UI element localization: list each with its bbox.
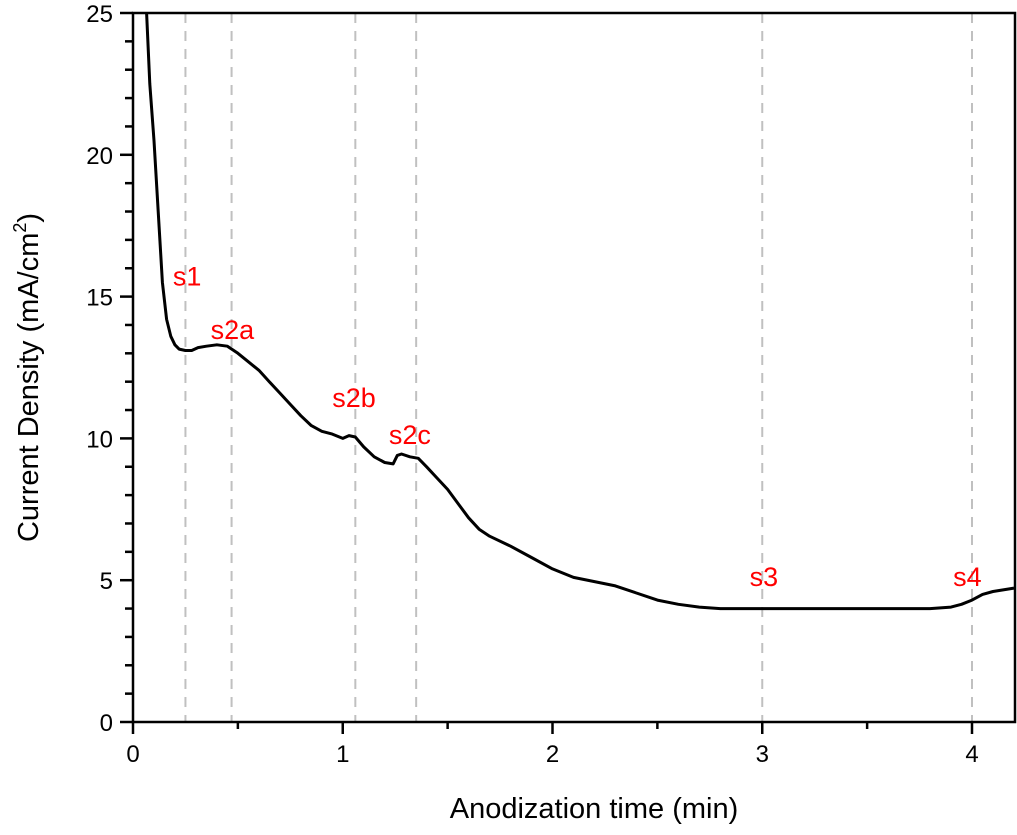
x-tick-label: 1 xyxy=(336,741,349,768)
plot-frame xyxy=(131,11,1017,724)
y-axis-ticks: 0 5 10 15 20 25 xyxy=(86,1,133,737)
y-axis-title-main: Current Density (mA/cm xyxy=(13,233,45,542)
x-tick-label: 2 xyxy=(546,741,559,768)
reference-dashed-lines xyxy=(184,13,973,722)
x-axis-ticks: 0 1 2 3 4 xyxy=(126,722,979,768)
y-axis-title-superscript: 2 xyxy=(10,223,30,233)
y-tick-label: 20 xyxy=(86,143,113,170)
annotation-s2b: s2b xyxy=(332,383,376,413)
y-axis-title-close: ) xyxy=(13,213,45,223)
current-density-curve xyxy=(145,12,1015,611)
y-tick-label: 10 xyxy=(86,426,113,453)
annotation-s4: s4 xyxy=(953,562,982,592)
x-tick-label: 3 xyxy=(756,741,769,768)
x-axis-title: Anodization time (min) xyxy=(450,793,739,825)
annotation-s2c: s2c xyxy=(389,420,431,450)
stage-annotations: s1 s2a s2b s2c s3 s4 xyxy=(173,261,982,592)
x-tick-label: 0 xyxy=(126,741,139,768)
y-tick-label: 15 xyxy=(86,285,113,312)
y-tick-label: 25 xyxy=(86,1,113,28)
y-tick-label: 5 xyxy=(100,568,113,595)
y-tick-label: 0 xyxy=(100,710,113,737)
x-tick-label: 4 xyxy=(965,741,978,768)
annotation-s3: s3 xyxy=(750,562,779,592)
y-axis-title: Current Density (mA/cm2) xyxy=(10,213,45,542)
annotation-s2a: s2a xyxy=(211,315,256,345)
annotation-s1: s1 xyxy=(173,261,202,291)
